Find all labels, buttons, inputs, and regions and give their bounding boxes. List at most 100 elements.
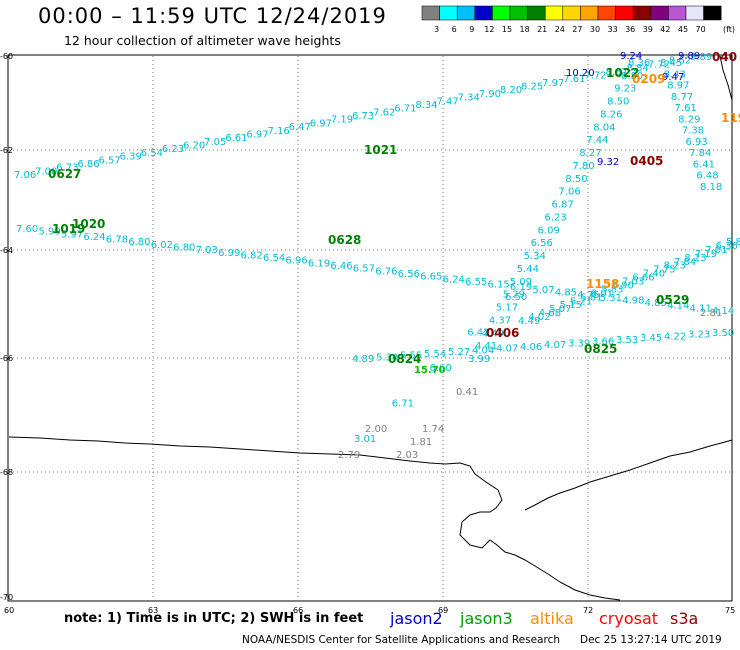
wave-height-value: 0.41: [456, 387, 478, 398]
lon-label: 75: [725, 606, 735, 615]
wave-height-value: 2.81: [700, 308, 722, 319]
wave-height-value: 6.01: [591, 288, 613, 299]
wave-height-value: 6.56: [398, 269, 420, 280]
wave-height-value: 1.74: [422, 424, 444, 435]
wave-height-value: 8.50: [607, 97, 629, 108]
scale-tick-label: 27: [572, 25, 582, 34]
lat-label: -60: [0, 52, 13, 61]
wave-height-value: 6.39: [120, 152, 142, 163]
wave-height-value: 3.66: [592, 337, 614, 348]
wave-height-value: 5.54: [424, 349, 446, 360]
wave-height-value: 6.09: [538, 225, 560, 236]
wave-height-value: 7.40: [643, 269, 665, 280]
wave-height-value: 6.93: [685, 137, 707, 148]
wave-height-value: 6.76: [375, 266, 397, 277]
wave-height-value: 7.03: [622, 277, 644, 288]
pass-time-label: 0405: [630, 154, 663, 168]
wave-height-value: 15.70: [414, 365, 446, 376]
wave-height-value: 7.60: [16, 224, 38, 235]
lat-label: -62: [0, 146, 13, 155]
scale-tick-label: 21: [537, 25, 547, 34]
lon-label: 63: [148, 606, 158, 615]
wave-height-value: 6.55: [465, 277, 487, 288]
wave-height-value: 3.53: [616, 335, 638, 346]
page-title: 00:00 – 11:59 UTC 12/24/2019: [38, 4, 387, 28]
page-subtitle: 12 hour collection of altimeter wave hei…: [64, 33, 341, 48]
wave-height-value: 6.41: [693, 159, 715, 170]
wave-height-value: 7.38: [682, 126, 704, 137]
pass-time-label: 0627: [48, 167, 81, 181]
note-text: note: 1) Time is in UTC; 2) SWH is in fe…: [64, 611, 364, 626]
wave-height-value: 6.23: [162, 144, 184, 155]
wave-height-value: 4.06: [520, 342, 542, 353]
wave-height-value: 8.80: [621, 71, 643, 82]
wave-height-value: 2.79: [338, 450, 360, 461]
wave-height-value: 4.41: [475, 341, 497, 352]
wave-height-value: 4.98: [622, 295, 644, 306]
wave-height-value: 4.89: [352, 354, 374, 365]
wave-height-value: 4.04: [472, 345, 494, 356]
wave-height-value: 4.85: [555, 287, 577, 298]
lon-label: 60: [4, 606, 14, 615]
scale-tick-label: 45: [678, 25, 688, 34]
wave-height-value: 4.14: [712, 306, 734, 317]
wave-height-value: 6.97: [246, 129, 268, 140]
legend-jason3: jason3: [460, 609, 513, 628]
wave-height-value: 5.99: [38, 227, 60, 238]
scale-tick-label: 12: [484, 25, 494, 34]
scale-tick-label: 9: [469, 25, 474, 34]
wave-height-value: 6.02: [151, 240, 173, 251]
lon-label: 69: [438, 606, 448, 615]
wave-height-value: 6.19: [510, 282, 532, 293]
wave-height-value: 6.46: [330, 261, 352, 272]
lon-label: 66: [293, 606, 303, 615]
pass-time-label: 0824: [388, 352, 421, 366]
wave-height-value: 3.23: [688, 330, 710, 341]
wave-height-value: 5.31: [600, 293, 622, 304]
wave-height-value: 7.80: [572, 161, 594, 172]
wave-height-value: 4.22: [664, 331, 686, 342]
wave-height-value: 7.47: [437, 96, 459, 107]
wave-height-value: 5.34: [524, 251, 546, 262]
wave-height-value: 5.81: [580, 292, 602, 303]
wave-height-value: 1.81: [410, 437, 432, 448]
wave-height-value: 10.20: [566, 68, 595, 79]
scale-tick-label: 70: [696, 25, 706, 34]
legend-cryosat: cryosat: [599, 609, 659, 628]
wave-height-value: 5.34: [376, 352, 398, 363]
wave-height-value: 8.26: [600, 109, 622, 120]
footer-credit: NOAA/NESDIS Center for Satellite Applica…: [242, 634, 560, 646]
footer-timestamp: Dec 25 13:27:14 UTC 2019: [580, 634, 722, 646]
lat-label: -66: [0, 354, 13, 363]
coastline-inlet: [719, 55, 733, 101]
altimeter-tracks: 7.067.006.736.866.576.396.546.236.207.05…: [14, 51, 740, 461]
wave-height-value: 5.29: [503, 290, 525, 301]
wave-height-value: 6.78: [106, 235, 128, 246]
pass-time-label: 0209: [632, 72, 665, 86]
wave-height-value: 6.24: [83, 232, 105, 243]
wave-height-value: 4.14: [667, 301, 689, 312]
wave-height-value: 4.02: [528, 312, 550, 323]
lat-label: -64: [0, 246, 13, 255]
lat-label: -68: [0, 468, 13, 477]
pass-time-label: 1158: [586, 277, 619, 291]
wave-height-value: 5.83: [601, 284, 623, 295]
wave-height-value: 8.29: [678, 114, 700, 125]
wave-height-value: 2.00: [365, 424, 387, 435]
wave-height-value: 6.96: [285, 256, 307, 267]
wave-height-value: 6.47: [289, 122, 311, 133]
grid-lines: [9, 56, 731, 600]
wave-height-value: 6.87: [551, 200, 573, 211]
wave-height-value: 3.01: [354, 434, 376, 445]
wave-height-value: 7.61: [563, 74, 585, 85]
wave-height-value: 6.19: [308, 258, 330, 269]
wave-height-value: 6.90: [612, 280, 634, 291]
wave-height-value: 5.97: [61, 229, 83, 240]
pass-time-label: 0406: [486, 326, 519, 340]
scale-tick-label: 39: [643, 25, 653, 34]
wave-height-value: 8.43: [664, 69, 686, 80]
pass-time-label: 0825: [584, 342, 617, 356]
legend-jason2: jason2: [390, 609, 443, 628]
wave-height-value: 7.03: [196, 245, 218, 256]
